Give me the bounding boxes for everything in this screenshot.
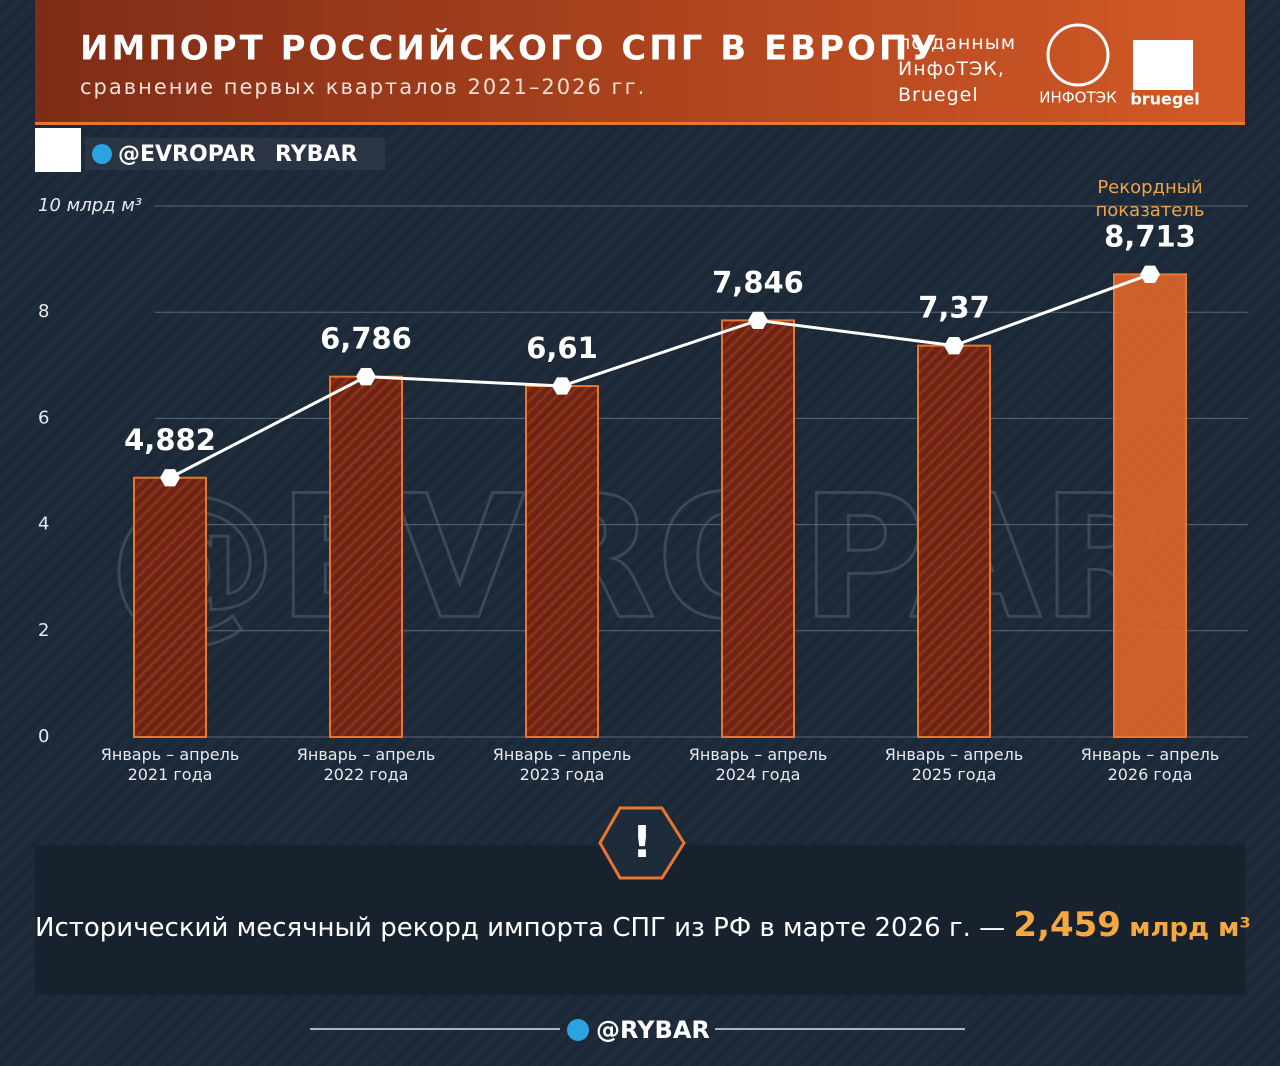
marker [944,336,964,355]
value-label: 7,37 [918,291,990,325]
y-tick-label: 10 млрд м³ [38,195,142,216]
y-tick-label: 4 [38,514,49,535]
channel-band [85,138,385,170]
qr-code [35,128,81,172]
marker [1140,265,1160,283]
alert-mark: ! [632,817,652,868]
marker [552,377,572,395]
y-tick-label: 2 [38,620,49,641]
header-rule [35,122,1245,125]
x-tick-label: Январь – апрель 2026 года [1080,745,1220,784]
note-value: 2,459 [1013,905,1121,945]
marker [356,368,376,386]
channel-brand: RYBAR [275,142,357,167]
title: ИМПОРТ РОССИЙСКОГО СПГ В ЕВРОПУ [80,28,940,69]
bar [721,319,795,738]
x-tick-label: Январь – апрель 2023 года [492,745,632,784]
line [169,272,1151,480]
bar [525,385,599,738]
subtitle: сравнение первых кварталов 2021–2026 гг. [80,75,646,99]
footer-handle: @RYBAR [596,1016,710,1044]
watermark: @EVROPAR [108,459,1173,657]
telegram-icon [92,144,112,164]
bar [329,375,403,738]
value-label: 6,61 [526,331,598,365]
y-tick-label: 8 [38,301,49,322]
note: Исторический месячный рекорд импорта СПГ… [35,905,1251,945]
source: по данным ИнфоТЭК, Bruegel [898,32,1017,106]
infotek-logo-mark [1046,23,1110,87]
y-tick-label: 0 [38,726,49,747]
value-label: 4,882 [124,423,216,457]
alert-icon [598,806,686,880]
value-label: 7,846 [712,265,804,299]
logo-bruegel: bruegel [1130,90,1199,109]
y-tick-label: 6 [38,407,49,428]
value-label: 6,786 [320,322,412,356]
bar [917,344,991,738]
note-unit: млрд м³ [1129,913,1251,943]
bar [1113,273,1187,738]
marker [160,469,180,487]
marker [748,311,768,330]
note-text: Исторический месячный рекорд импорта СПГ… [35,913,1006,943]
value-label: 8,713 [1104,219,1196,253]
telegram-icon [567,1019,589,1041]
bar [133,476,207,738]
bruegel-logo-mark [1133,40,1193,90]
x-tick-label: Январь – апрель 2022 года [296,745,436,784]
x-tick-label: Январь – апрель 2021 года [100,745,240,784]
annotation: Рекордный показатель [1095,177,1205,222]
header-band [35,0,1245,122]
channel-handle: @EVROPAR [118,142,256,167]
x-tick-label: Январь – апрель 2024 года [688,745,828,784]
logo-infotek: ИНФОТЭК [1039,89,1117,107]
x-tick-label: Январь – апрель 2025 года [884,745,1024,784]
